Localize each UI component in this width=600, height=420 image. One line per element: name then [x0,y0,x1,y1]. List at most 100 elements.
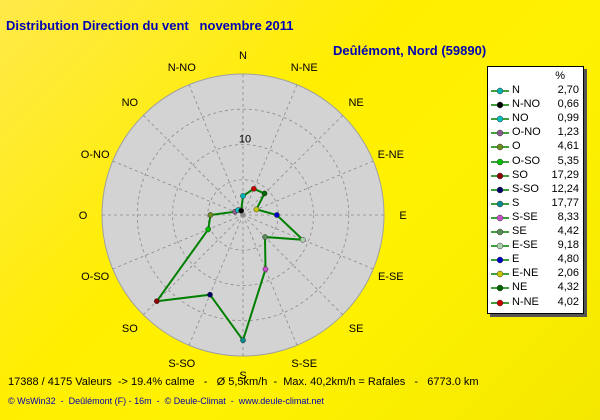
legend-value: 17,77 [551,196,579,209]
legend-value: 4,02 [557,295,579,308]
legend-item-n-ne: N-NE 4,02 [488,296,583,309]
legend-item-s-se: S-SE 8,33 [488,211,583,224]
legend-label: E [512,253,520,266]
legend-item-ne: NE 4,32 [488,281,583,294]
legend-label: S-SE [512,210,538,223]
legend-label: N-NO [512,98,541,111]
legend-swatch [491,172,509,179]
legend-label: S [512,196,520,209]
axis-label-se: SE [349,323,364,335]
legend-value: 2,70 [557,84,579,96]
data-point-se [262,234,268,240]
legend-label: S-SO [512,182,539,195]
legend: % N 2,70 N-NO 0,66 NO 0,99 O-NO 1,23 O 4,61 O-SO 5,… [487,66,584,314]
legend-swatch [491,158,509,165]
data-point-o-so [205,226,212,233]
legend-swatch [491,214,509,222]
legend-value: 4,42 [557,225,579,237]
legend-swatch [491,186,509,193]
axis-label-s-se: S-SE [291,358,317,370]
grid-ring-10 [172,144,314,286]
legend-label: E-NE [512,267,539,280]
legend-item-o-no: O-NO 1,23 [488,126,583,139]
data-point-n [240,193,246,199]
legend-value: 17,29 [551,168,579,181]
legend-label: SE [512,225,527,237]
axis-label-o: O [79,210,88,222]
axis-label-n-ne: N-NE [291,62,318,74]
axis-label-e: E [399,210,406,222]
axis-label-so: SO [122,323,138,335]
legend-item-o: O 4,61 [488,140,583,153]
legend-item-s-so: S-SO 12,24 [488,183,583,196]
legend-label: O-NO [512,126,541,139]
data-point-s-so [207,291,213,298]
legend-header: % [555,70,565,82]
data-point-e-ne [253,206,260,213]
legend-label: N-NE [512,295,539,308]
legend-swatch [491,256,509,264]
axis-label-ne: NE [348,97,363,109]
legend-label: NO [512,112,529,125]
legend-label: O-SO [512,154,541,167]
legend-item-e-ne: E-NE 2,06 [488,267,583,280]
axis-label-e-ne: E-NE [378,149,404,161]
legend-swatch [491,200,509,208]
grid-ring-15 [136,108,350,322]
legend-swatch [491,299,509,306]
legend-swatch [491,130,509,137]
legend-label: N [512,84,520,96]
wind-distribution-series [153,185,306,344]
legend-swatch [491,87,509,95]
legend-item-o-so: O-SO 5,35 [488,155,583,168]
legend-swatch [491,228,509,236]
direction-labels: N N-NE NE E-NE E E-SE SE S-SE S S-SO SO O-SO O O-NO NO… [79,50,407,382]
axis-label-o-so: O-SO [81,271,110,283]
legend-value: 1,23 [557,126,579,139]
footer-credits: © WsWin32 - Deûlémont (F) - 16m - © Deul… [8,396,324,406]
axis-label-s-so: S-SO [168,358,195,370]
data-point-ne [261,190,268,197]
legend-item-se: SE 4,42 [488,225,583,238]
axis-label-o-no: O-NO [81,149,110,161]
axis-label-no: NO [122,97,139,109]
legend-swatch [491,271,509,278]
legend-value: 4,80 [557,253,579,266]
legend-label: SO [512,168,528,181]
ring-label-10: 10 [239,134,251,146]
axis-label-n: N [239,50,247,62]
legend-item-s: S 17,77 [488,197,583,210]
legend-value: 12,24 [551,182,579,195]
legend-item-n-no: N-NO 0,66 [488,98,583,111]
legend-value: 2,06 [557,267,579,280]
legend-label: NE [512,281,528,294]
polar-grid [101,73,385,357]
legend-label: E-SE [512,239,538,252]
legend-value: 9,18 [557,239,579,252]
legend-item-n: N 2,70 [488,84,583,97]
data-point-n-ne [250,185,257,192]
legend-item-e-se: E-SE 9,18 [488,239,583,252]
legend-item-so: SO 17,29 [488,169,583,182]
data-point-e-se [299,236,306,243]
axis-label-n-no: N-NO [168,62,197,74]
data-point-s-se [262,266,269,273]
legend-swatch [491,285,509,292]
legend-value: 0,66 [557,98,579,111]
legend-value: 0,99 [557,112,579,125]
axis-label-e-se: E-SE [378,271,404,283]
data-point-n-no [238,207,245,214]
data-point-s [240,337,246,344]
legend-item-e: E 4,80 [488,253,583,266]
legend-swatch [491,144,509,151]
legend-swatch [491,115,509,123]
data-point-o [207,212,214,218]
legend-value: 8,33 [557,210,579,223]
chart-subtitle: Deûlémont, Nord (59890) [333,43,487,58]
legend-swatch [491,242,509,250]
legend-item-no: NO 0,99 [488,112,583,125]
data-point-so [153,298,160,305]
footer-stats: 17388 / 4175 Valeurs -> 19.4% calme - Ø … [8,376,479,388]
legend-label: O [512,140,521,153]
